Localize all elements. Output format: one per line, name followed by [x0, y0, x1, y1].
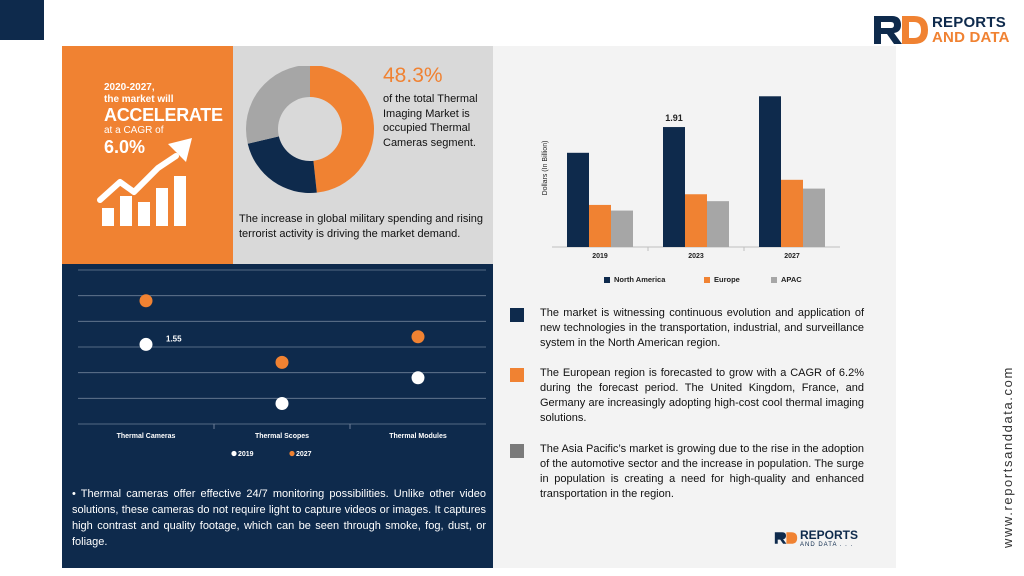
cagr-label: at a CAGR of	[104, 125, 164, 136]
dot-2019-thermal-scopes	[275, 396, 289, 410]
dot-legend-marker	[231, 450, 237, 457]
dot-2027-thermal-cameras	[139, 294, 153, 308]
thermal-cameras-bullet: • Thermal cameras offer effective 24/7 m…	[72, 488, 486, 548]
segment-share-text: of the total Thermal Imaging Market is o…	[383, 93, 478, 149]
bar-apac-2023	[707, 201, 729, 247]
regional-bar-chart: Dollars (In Billion) 2019 2023 2027 1.91	[542, 96, 840, 260]
bar-x-tick-label: 2023	[688, 253, 704, 260]
region-text: The Asia Pacific’s market is growing due…	[540, 443, 864, 500]
legend-swatch	[771, 276, 777, 283]
market-driver-text: The increase in global military spending…	[239, 213, 483, 240]
donut-slice-2	[246, 66, 310, 144]
region-swatch-grey	[510, 444, 524, 458]
corner-decoration	[0, 0, 44, 40]
dot-data-label: 1.55	[166, 334, 182, 343]
product-dot-chart: Thermal Cameras Thermal Scopes Thermal Mod…	[78, 269, 486, 458]
segment-share-donut	[246, 66, 374, 193]
brand-logo-mark-icon	[874, 16, 928, 44]
region-text: The market is witnessing continuous evol…	[540, 307, 864, 349]
legend-label: APAC	[781, 275, 802, 284]
bar-y-axis-label: Dollars (In Billion)	[542, 141, 549, 196]
region-swatch-orange	[510, 368, 524, 382]
website-url: www.reportsanddata.com	[1000, 366, 1015, 548]
footer-logo: REPORTS AND DATA . . .	[774, 529, 874, 551]
dot-2027-thermal-scopes	[275, 355, 289, 369]
legend-swatch	[604, 276, 610, 283]
bar-data-label: 1.91	[665, 113, 683, 123]
bar-legend-europe: Europe	[704, 275, 740, 284]
legend-swatch	[704, 276, 710, 283]
legend-label: Europe	[714, 275, 740, 284]
dot-x-tick-label: Thermal Modules	[389, 433, 447, 440]
brand-logo: REPORTS AND DATA	[872, 14, 1022, 48]
bar-north-america-2019	[567, 152, 589, 247]
bar-north-america-2027	[759, 96, 781, 247]
bar-x-tick-label: 2027	[784, 253, 800, 260]
cagr-headline: ACCELERATE	[104, 105, 223, 125]
region-text: The European region is forecasted to gro…	[540, 367, 864, 424]
dot-legend-marker	[289, 450, 295, 457]
thermal-cameras-bullet-text: Thermal cameras offer effective 24/7 mon…	[72, 488, 486, 548]
footer-brand-line1: REPORTS	[800, 528, 859, 542]
donut-slice-0	[310, 66, 374, 193]
region-swatch-navy	[510, 308, 524, 322]
brand-name-line1: REPORTS	[932, 14, 1006, 31]
footer-logo-mark-icon	[774, 532, 798, 544]
bar-europe-2023	[685, 194, 707, 247]
bar-europe-2019	[589, 204, 611, 247]
dot-legend-label: 2027	[296, 451, 312, 458]
bar-legend-apac: APAC	[771, 275, 802, 284]
segment-share-box: 48.3% of the total Thermal Imaging Marke…	[233, 46, 493, 264]
footer-brand-line2: AND DATA . . .	[800, 542, 854, 548]
dot-2019-thermal-modules	[411, 371, 425, 385]
bar-europe-2027	[781, 179, 803, 247]
cagr-value: 6.0%	[104, 137, 146, 157]
donut-slice-1	[247, 136, 317, 193]
product-chart-box: Thermal Cameras Thermal Scopes Thermal Mod…	[62, 264, 493, 568]
bar-x-tick-label: 2019	[592, 253, 608, 260]
bar-north-america-2023	[663, 127, 685, 247]
dot-legend-label: 2019	[238, 451, 254, 458]
bar-legend-north-america: North America	[604, 275, 665, 284]
bar-apac-2027	[803, 188, 825, 247]
cagr-highlight-box: 2020-2027, the market will ACCELERATE at…	[62, 46, 233, 264]
growth-chart-icon	[97, 138, 192, 226]
dot-2019-thermal-cameras	[139, 337, 153, 351]
segment-share-percent: 48.3%	[383, 64, 443, 87]
dot-2027-thermal-modules	[411, 330, 425, 344]
dot-x-tick-label: Thermal Cameras	[117, 433, 176, 440]
brand-name-line2: AND DATA	[932, 29, 1010, 46]
legend-label: North America	[614, 275, 666, 284]
cagr-intro: the market will	[104, 94, 174, 105]
cagr-period: 2020-2027,	[104, 82, 155, 93]
bar-apac-2019	[611, 210, 633, 247]
dot-x-tick-label: Thermal Scopes	[255, 433, 309, 440]
